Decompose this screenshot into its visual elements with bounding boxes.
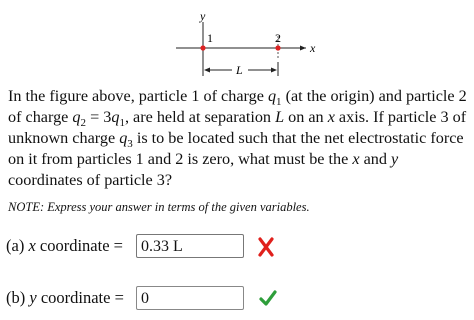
math: y — [391, 150, 399, 168]
particle-label: 1 — [207, 31, 213, 45]
answer-row: (b) y coordinate = — [6, 284, 124, 312]
particle-label: 2 — [275, 31, 281, 45]
particle — [200, 45, 206, 51]
text: (at the origin) and particle 2 of charge — [8, 87, 467, 126]
axis-label: y — [199, 9, 206, 23]
text: coordinates of particle 3? — [8, 171, 173, 189]
dim-arrow — [204, 67, 210, 73]
answer-row: (a) x coordinate = — [6, 232, 123, 260]
math-sub: 1 — [119, 117, 125, 130]
math: q — [111, 108, 120, 126]
math-sub: 2 — [80, 117, 87, 130]
particle — [275, 45, 281, 51]
dim-arrow — [271, 67, 277, 73]
text: on an — [284, 108, 328, 126]
math: = 3 — [86, 108, 112, 126]
answer-input[interactable]: 0 — [136, 286, 244, 310]
math: y — [29, 288, 37, 307]
text: , are held at separation — [124, 108, 276, 126]
text: axis. If particle 3 of unknown charge — [8, 108, 467, 147]
math-sub: 1 — [276, 96, 282, 109]
text: is to be located such that the net elect… — [8, 129, 464, 168]
wrong-icon — [258, 237, 274, 257]
text: In the figure above, particle 1 of charg… — [8, 87, 268, 105]
label: coordinate = — [36, 288, 124, 307]
axis-label: x — [309, 41, 316, 55]
label: (a) — [6, 236, 29, 255]
label: coordinate = — [35, 236, 123, 255]
math-sub: 3 — [127, 138, 133, 151]
question: In the figure above, particle 1 of charg… — [8, 86, 470, 191]
math: x — [28, 236, 36, 255]
label: (b) — [6, 288, 30, 307]
note: NOTE: Express your answer in terms of th… — [8, 200, 310, 214]
answer-input[interactable]: 0.33 L — [136, 234, 244, 258]
math: q — [267, 87, 277, 105]
correct-icon — [259, 290, 277, 306]
figure: y x 1 2 L — [176, 9, 316, 77]
math: x — [327, 108, 335, 126]
math: x — [352, 150, 360, 168]
math: q — [72, 108, 81, 126]
math: L — [275, 108, 285, 126]
math: q — [119, 129, 128, 147]
text: and — [359, 150, 392, 168]
x-arrow — [300, 45, 306, 51]
sep-label: L — [235, 63, 243, 77]
